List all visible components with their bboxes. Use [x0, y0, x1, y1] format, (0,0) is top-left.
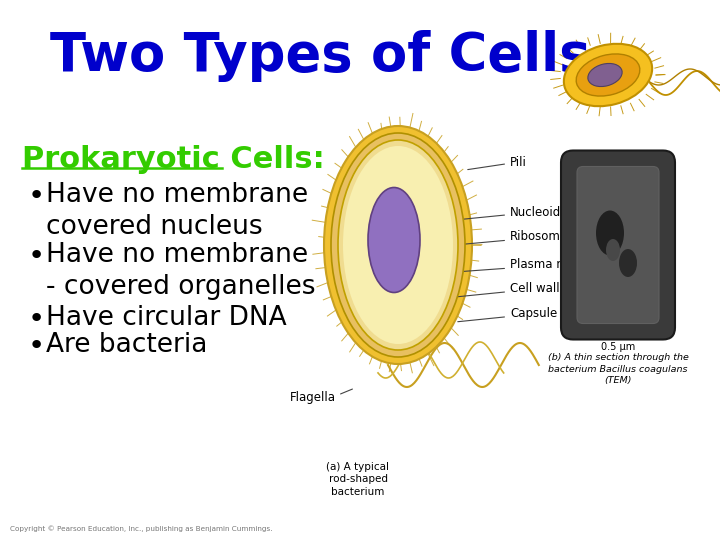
Text: Are bacteria: Are bacteria	[46, 332, 207, 358]
Text: •: •	[28, 332, 45, 360]
Text: Plasma membrane: Plasma membrane	[458, 258, 621, 272]
Text: Copyright © Pearson Education, Inc., publishing as Benjamin Cummings.: Copyright © Pearson Education, Inc., pub…	[10, 525, 272, 532]
Text: (a) A typical
rod-shaped
bacterium: (a) A typical rod-shaped bacterium	[326, 462, 390, 497]
Ellipse shape	[576, 54, 640, 96]
Text: Prokaryotic Cells:: Prokaryotic Cells:	[22, 145, 325, 174]
Text: •: •	[28, 182, 45, 210]
Text: Pili: Pili	[468, 156, 527, 170]
Ellipse shape	[606, 239, 620, 261]
Text: •: •	[28, 242, 45, 270]
Ellipse shape	[596, 211, 624, 255]
Text: Nucleoid: Nucleoid	[458, 206, 562, 220]
FancyBboxPatch shape	[561, 151, 675, 340]
Text: •: •	[28, 305, 45, 333]
Text: Have no membrane
covered nucleus: Have no membrane covered nucleus	[46, 182, 308, 240]
Text: 0.5 μm: 0.5 μm	[601, 341, 635, 352]
Text: Ribosomes: Ribosomes	[458, 231, 575, 245]
Ellipse shape	[619, 249, 637, 277]
Text: Have no membrane
- covered organelles: Have no membrane - covered organelles	[46, 242, 315, 300]
Text: Have circular DNA: Have circular DNA	[46, 305, 287, 331]
Ellipse shape	[368, 187, 420, 293]
Text: Cell wall: Cell wall	[458, 282, 559, 296]
Ellipse shape	[331, 133, 465, 357]
Ellipse shape	[564, 44, 652, 106]
Ellipse shape	[338, 140, 458, 350]
Text: Capsule: Capsule	[458, 307, 557, 322]
FancyBboxPatch shape	[577, 166, 659, 323]
Ellipse shape	[324, 126, 472, 364]
Ellipse shape	[588, 63, 622, 86]
Ellipse shape	[343, 146, 453, 344]
Text: (b) A thin section through the
bacterium Bacillus coagulans
(TEM): (b) A thin section through the bacterium…	[548, 354, 688, 384]
Text: Flagella: Flagella	[290, 392, 336, 404]
Text: Two Types of Cells: Two Types of Cells	[50, 30, 590, 82]
